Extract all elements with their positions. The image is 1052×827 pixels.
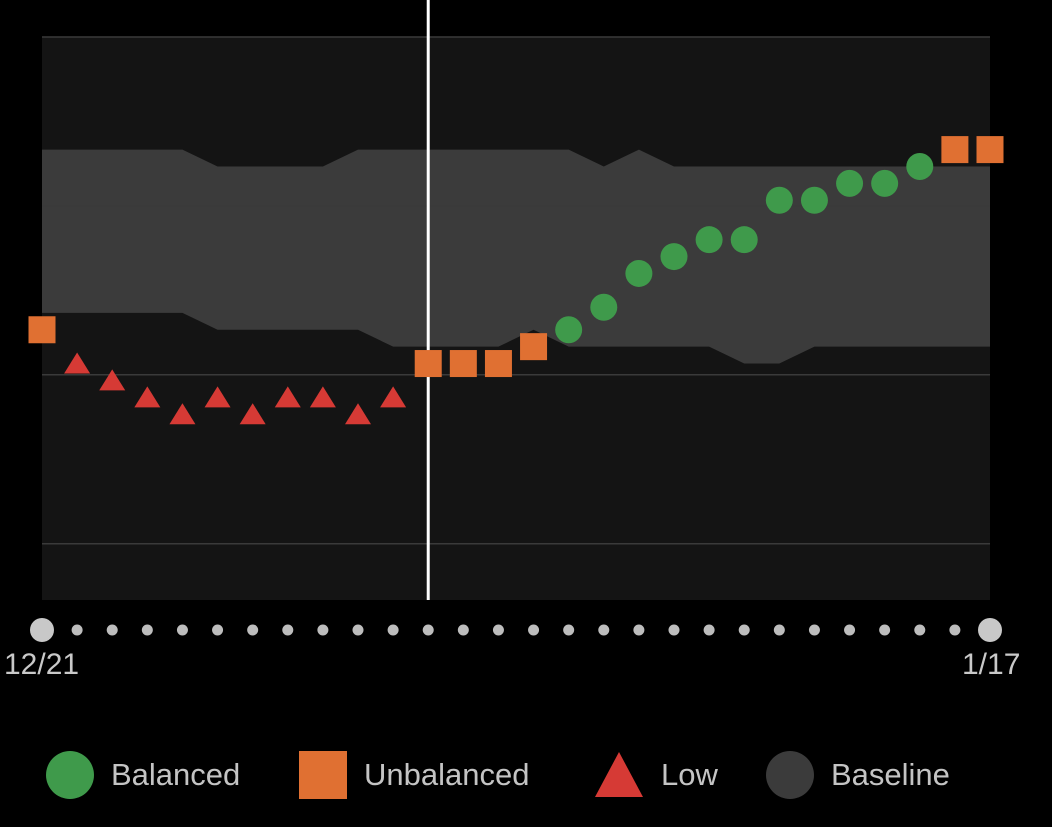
balanced-point bbox=[730, 226, 758, 254]
low-point bbox=[204, 386, 231, 408]
unbalanced-point bbox=[414, 350, 442, 378]
day-dot bbox=[949, 624, 961, 636]
day-dot bbox=[247, 624, 259, 636]
balanced-circle-icon bbox=[46, 751, 94, 799]
day-dot bbox=[352, 624, 364, 636]
unbalanced-point bbox=[520, 333, 548, 361]
low-point bbox=[99, 369, 126, 391]
day-dot bbox=[773, 624, 785, 636]
day-dot bbox=[106, 624, 118, 636]
day-dot bbox=[633, 624, 645, 636]
balanced-point bbox=[625, 259, 653, 287]
unbalanced-point bbox=[941, 136, 969, 164]
day-dot bbox=[738, 624, 750, 636]
day-dot bbox=[457, 624, 469, 636]
balanced-point bbox=[695, 226, 723, 254]
day-dot bbox=[282, 624, 294, 636]
legend-unbalanced: Unbalanced bbox=[298, 740, 529, 810]
balanced-point bbox=[836, 169, 864, 197]
unbalanced-point bbox=[28, 316, 56, 344]
legend-low: Low bbox=[593, 740, 718, 810]
unbalanced-point bbox=[976, 136, 1004, 164]
balanced-point bbox=[590, 293, 618, 321]
day-dot bbox=[176, 624, 188, 636]
unbalanced-point bbox=[449, 350, 477, 378]
day-dot bbox=[422, 624, 434, 636]
legend-balanced: Balanced bbox=[45, 740, 240, 810]
balanced-point bbox=[871, 169, 899, 197]
end-date-label: 1/17 bbox=[962, 648, 1021, 681]
legend-low-label: Low bbox=[661, 757, 718, 792]
day-dot bbox=[71, 624, 83, 636]
day-dot bbox=[808, 624, 820, 636]
baseline-circle-icon bbox=[766, 751, 814, 799]
day-dot bbox=[844, 624, 856, 636]
day-dot bbox=[563, 624, 575, 636]
low-point bbox=[239, 403, 266, 425]
start-day-dot bbox=[30, 618, 54, 642]
legend-baseline: Baseline bbox=[765, 740, 950, 810]
day-dot bbox=[598, 624, 610, 636]
plot-top-margin bbox=[42, 0, 990, 37]
day-dot bbox=[528, 624, 540, 636]
day-dot bbox=[668, 624, 680, 636]
balanced-point bbox=[765, 186, 793, 214]
legend-balanced-label: Balanced bbox=[111, 757, 241, 792]
unbalanced-point bbox=[484, 350, 512, 378]
legend-baseline-label: Baseline bbox=[831, 757, 950, 792]
day-dot bbox=[317, 624, 329, 636]
day-dot bbox=[914, 624, 926, 636]
day-dot bbox=[387, 624, 399, 636]
day-dot bbox=[703, 624, 715, 636]
low-point bbox=[64, 352, 91, 374]
day-dot bbox=[141, 624, 153, 636]
start-date-label: 12/21 bbox=[4, 648, 80, 681]
low-point bbox=[134, 386, 161, 408]
balanced-point bbox=[660, 243, 688, 271]
low-triangle-icon bbox=[595, 752, 643, 797]
low-point bbox=[169, 403, 196, 425]
low-point bbox=[345, 403, 371, 425]
end-day-dot bbox=[978, 618, 1002, 642]
low-point bbox=[309, 386, 336, 408]
day-dot bbox=[212, 624, 224, 636]
day-dot bbox=[492, 624, 504, 636]
balanced-point bbox=[555, 316, 583, 344]
balanced-point bbox=[906, 152, 934, 180]
unbalanced-square-icon bbox=[299, 751, 347, 799]
balanced-point bbox=[800, 186, 828, 214]
legend: Balanced Unbalanced Low Baseline bbox=[0, 740, 1052, 810]
baseline-band bbox=[42, 149, 990, 364]
legend-unbalanced-label: Unbalanced bbox=[364, 757, 530, 792]
day-dot bbox=[879, 624, 891, 636]
low-point bbox=[380, 386, 407, 408]
low-point bbox=[274, 386, 301, 408]
chart bbox=[28, 0, 1004, 642]
